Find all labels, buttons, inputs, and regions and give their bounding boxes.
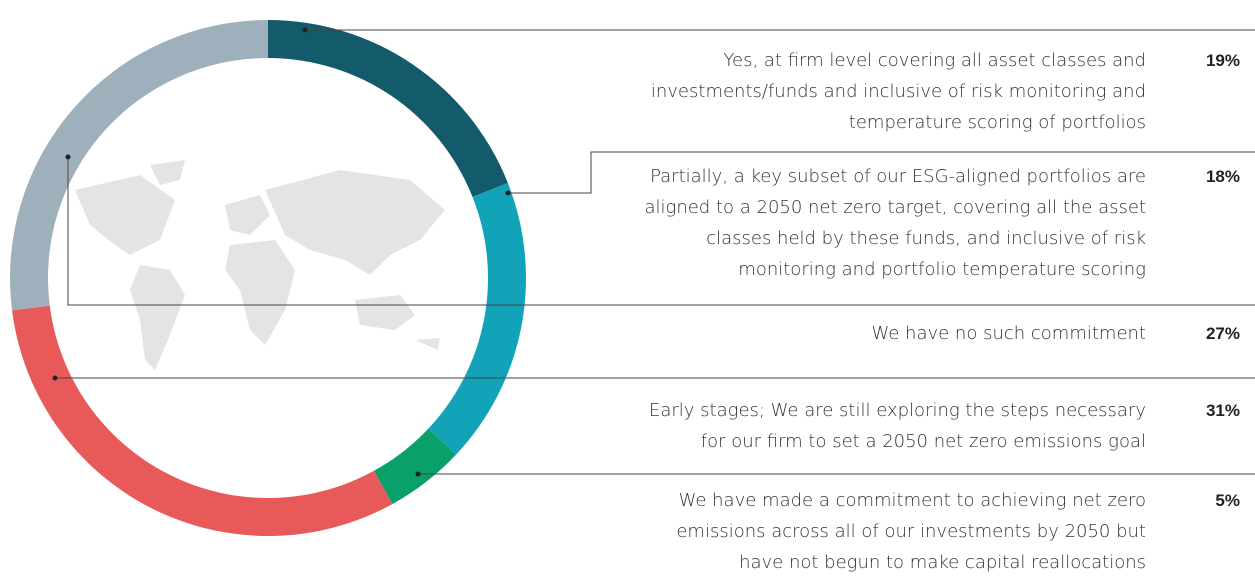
callout-dot [415, 471, 421, 477]
value-label: 5% [1215, 491, 1240, 510]
donut-slice [268, 20, 508, 198]
legend-label: Yes, at firm level covering all asset cl… [650, 50, 1146, 133]
legend-label: We have made a commitment to achieving n… [676, 490, 1146, 573]
callout-dot [302, 27, 308, 33]
value-label: 31% [1205, 401, 1240, 420]
callout-line [508, 151, 1255, 194]
value-label: 18% [1205, 167, 1240, 186]
donut-slice [373, 428, 457, 505]
world-map [75, 160, 445, 370]
value-label: 19% [1205, 51, 1240, 70]
callout-dot [505, 190, 511, 196]
legend-label: We have no such commitment [871, 323, 1147, 344]
value-label: 27% [1205, 324, 1240, 343]
callout-dot [65, 154, 71, 160]
legend-label: Partially, a key subset of our ESG-align… [644, 166, 1146, 280]
donut-slice [12, 305, 393, 536]
callout-dot [52, 375, 58, 381]
donut-slice [428, 183, 526, 455]
legend-label: Early stages; We are still exploring the… [649, 400, 1146, 452]
donut-slice [9, 20, 268, 311]
callout-line [67, 157, 1255, 306]
